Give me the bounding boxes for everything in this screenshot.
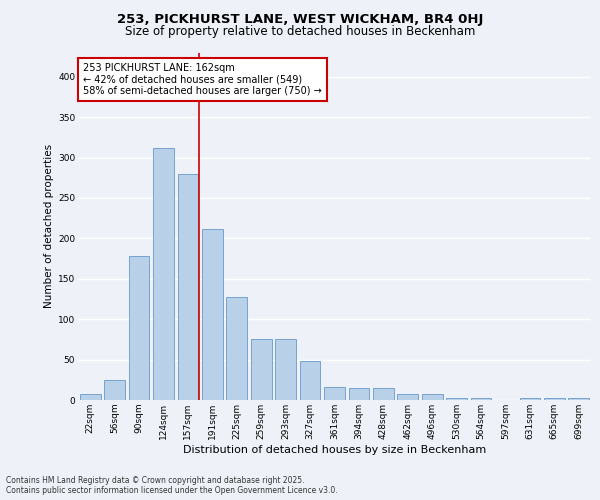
Bar [251, 338, 272, 400]
Bar [397, 394, 418, 400]
Bar [446, 398, 467, 400]
Y-axis label: Number of detached properties: Number of detached properties [44, 144, 54, 308]
Bar [275, 338, 296, 400]
Bar [544, 398, 565, 400]
Text: Contains HM Land Registry data © Crown copyright and database right 2025.
Contai: Contains HM Land Registry data © Crown c… [6, 476, 338, 495]
Bar [299, 361, 320, 400]
Bar [202, 228, 223, 400]
Bar [104, 380, 125, 400]
Text: 253, PICKHURST LANE, WEST WICKHAM, BR4 0HJ: 253, PICKHURST LANE, WEST WICKHAM, BR4 0… [117, 12, 483, 26]
Text: Size of property relative to detached houses in Beckenham: Size of property relative to detached ho… [125, 25, 475, 38]
Bar [520, 398, 541, 400]
Bar [226, 298, 247, 400]
Bar [373, 388, 394, 400]
Bar [178, 174, 199, 400]
Bar [128, 256, 149, 400]
Bar [568, 398, 589, 400]
Bar [349, 388, 370, 400]
Bar [80, 394, 101, 400]
Bar [422, 394, 443, 400]
Text: 253 PICKHURST LANE: 162sqm
← 42% of detached houses are smaller (549)
58% of sem: 253 PICKHURST LANE: 162sqm ← 42% of deta… [83, 63, 322, 96]
X-axis label: Distribution of detached houses by size in Beckenham: Distribution of detached houses by size … [183, 444, 486, 454]
Bar [470, 398, 491, 400]
Bar [153, 148, 174, 400]
Bar [324, 387, 345, 400]
